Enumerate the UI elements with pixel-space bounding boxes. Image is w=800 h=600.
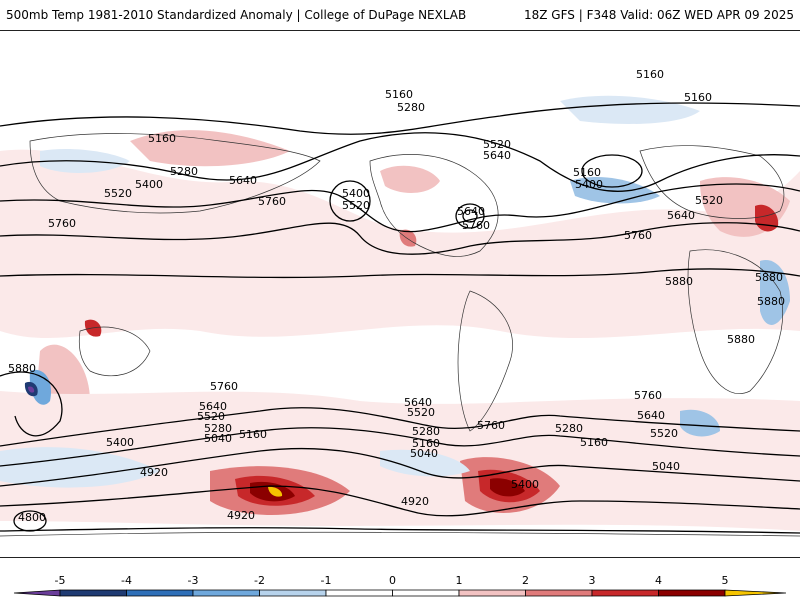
contour-label: 4920 bbox=[140, 466, 168, 479]
europe-outline bbox=[639, 145, 785, 219]
contour-label: 5640 bbox=[404, 396, 432, 409]
contour-label: 5880 bbox=[665, 275, 693, 288]
contour-label: 5400 bbox=[511, 478, 539, 491]
contour-label: 5160 bbox=[239, 428, 267, 441]
contour-label: 5760 bbox=[258, 195, 286, 208]
contour-label: 5640 bbox=[637, 409, 665, 422]
africa-outline bbox=[687, 249, 784, 394]
contour-label: 4920 bbox=[401, 495, 429, 508]
colorbar-swatch bbox=[325, 589, 393, 597]
contour-label: 5280 bbox=[170, 165, 198, 178]
contour-label: 5040 bbox=[652, 460, 680, 473]
height-contours bbox=[0, 102, 800, 534]
contour-label: 5520 bbox=[483, 138, 511, 151]
contour-label: 5040 bbox=[410, 447, 438, 460]
colorbar-swatch bbox=[59, 589, 127, 597]
contour-label: 5280 bbox=[555, 422, 583, 435]
colorbar-swatch bbox=[591, 589, 659, 597]
contour-label: 5760 bbox=[210, 380, 238, 393]
contour-label: 5520 bbox=[695, 194, 723, 207]
contour-label: 5040 bbox=[204, 432, 232, 445]
contour-label: 5640 bbox=[229, 174, 257, 187]
contour-label: 5640 bbox=[483, 149, 511, 162]
contour-label: 5160 bbox=[573, 166, 601, 179]
map-graphic: 5160 5160 5160 5280 5160 5280 5400 5520 … bbox=[0, 68, 800, 537]
contour-label: 5280 bbox=[204, 422, 232, 435]
contour-label: 5160 bbox=[148, 132, 176, 145]
colorbar-swatch bbox=[392, 589, 460, 597]
colorbar-tick-label: -4 bbox=[121, 574, 132, 587]
contour-label: 4800 bbox=[18, 511, 46, 524]
colorbar-tick-label: -2 bbox=[254, 574, 265, 587]
colorbar-tick-label: 4 bbox=[655, 574, 662, 587]
north-america-outline bbox=[369, 154, 499, 257]
contour-label: 5160 bbox=[684, 91, 712, 104]
colorbar: -5 -4 -3 -2 -1 0 1 2 3 4 5 bbox=[0, 566, 800, 600]
colorbar-swatches bbox=[13, 589, 787, 597]
contour-label: 5400 bbox=[135, 178, 163, 191]
contour-label: 5520 bbox=[342, 199, 370, 212]
contour-label: 5520 bbox=[407, 406, 435, 419]
model-run-info: 18Z GFS | F348 Valid: 06Z WED APR 09 202… bbox=[523, 8, 794, 22]
colorbar-swatch bbox=[525, 589, 593, 597]
contour-label: 4920 bbox=[227, 509, 255, 522]
contour-label: 5760 bbox=[48, 217, 76, 230]
contour-label: 5400 bbox=[342, 187, 370, 200]
map-title: 500mb Temp 1981-2010 Standardized Anomal… bbox=[6, 8, 467, 22]
colorbar-tick-label: -1 bbox=[321, 574, 332, 587]
colorbar-swatch bbox=[458, 589, 526, 597]
colorbar-tick-label: 2 bbox=[522, 574, 529, 587]
contour-label: 5880 bbox=[8, 362, 36, 375]
contour-label: 5160 bbox=[412, 437, 440, 450]
contour-label: 5520 bbox=[197, 410, 225, 423]
colorbar-swatch bbox=[658, 589, 726, 597]
contour-label: 5520 bbox=[104, 187, 132, 200]
coastlines bbox=[0, 133, 800, 537]
contour-labels: 5160 5160 5160 5280 5160 5280 5400 5520 … bbox=[8, 68, 785, 524]
australia-outline bbox=[78, 326, 151, 377]
contour-label: 5640 bbox=[667, 209, 695, 222]
colorbar-ticks: -5 -4 -3 -2 -1 0 1 2 3 4 5 bbox=[55, 574, 729, 587]
contour-label: 5880 bbox=[757, 295, 785, 308]
contour-label: 5640 bbox=[199, 400, 227, 413]
contour-label: 5160 bbox=[636, 68, 664, 81]
contour-label: 5760 bbox=[462, 219, 490, 232]
contour-label: 5400 bbox=[575, 178, 603, 191]
colorbar-graphic: -5 -4 -3 -2 -1 0 1 2 3 4 5 bbox=[13, 574, 787, 597]
anomaly-map: 5160 5160 5160 5280 5160 5280 5400 5520 … bbox=[0, 30, 800, 558]
contour-label: 5520 bbox=[650, 427, 678, 440]
colorbar-tick-label: -3 bbox=[188, 574, 199, 587]
contour-label: 5760 bbox=[624, 229, 652, 242]
contour-label: 5880 bbox=[727, 333, 755, 346]
contour-label: 5160 bbox=[580, 436, 608, 449]
contour-label: 5880 bbox=[755, 271, 783, 284]
contour-label: 5760 bbox=[477, 419, 505, 432]
colorbar-swatch bbox=[126, 589, 194, 597]
anomaly-shading bbox=[0, 95, 800, 531]
contour-label: 5280 bbox=[412, 425, 440, 438]
colorbar-swatch bbox=[259, 589, 327, 597]
colorbar-swatch bbox=[192, 589, 260, 597]
colorbar-tick-label: 5 bbox=[722, 574, 729, 587]
colorbar-tick-label: 0 bbox=[389, 574, 396, 587]
colorbar-tick-label: 1 bbox=[456, 574, 463, 587]
antarctica-outline bbox=[0, 531, 800, 537]
colorbar-swatch bbox=[724, 589, 787, 597]
contour-label: 5760 bbox=[634, 389, 662, 402]
header-bar: 500mb Temp 1981-2010 Standardized Anomal… bbox=[0, 0, 800, 30]
colorbar-tick-label: -5 bbox=[55, 574, 66, 587]
colorbar-swatch bbox=[13, 589, 61, 597]
contour-label: 5160 bbox=[385, 88, 413, 101]
contour-label: 5400 bbox=[106, 436, 134, 449]
contour-label: 5280 bbox=[397, 101, 425, 114]
colorbar-tick-label: 3 bbox=[589, 574, 596, 587]
south-america-outline bbox=[457, 290, 513, 432]
contour-label: 5640 bbox=[457, 205, 485, 218]
